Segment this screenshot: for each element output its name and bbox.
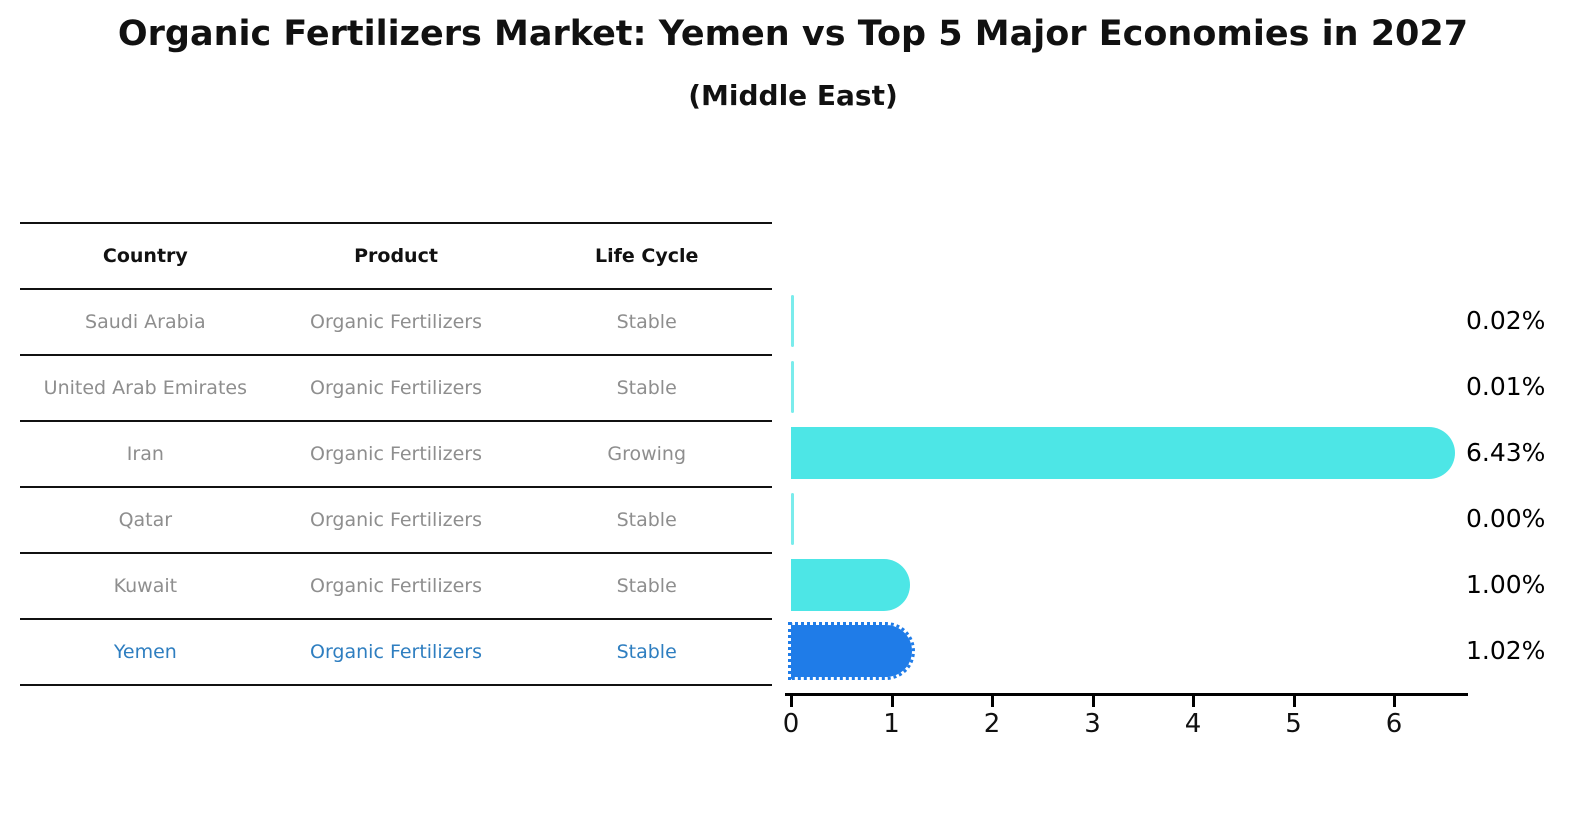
table-body: Saudi Arabia Organic Fertilizers Stable Uni… — [20, 290, 772, 686]
bar-qatar — [791, 493, 794, 545]
value-label-united-arab-emirates: 0.01% — [1466, 372, 1546, 401]
cell-country-yemen: Yemen — [113, 641, 177, 663]
cell-product-qatar: Organic Fertilizers — [310, 509, 482, 531]
table-row-qatar: Qatar Organic Fertilizers Stable — [20, 488, 772, 554]
cell-life-cycle-qatar: Stable — [616, 509, 677, 531]
cell-product-saudi-arabia: Organic Fertilizers — [310, 311, 482, 333]
x-tick-2 — [991, 696, 994, 707]
value-label-qatar: 0.00% — [1466, 504, 1546, 533]
chart-subtitle: (Middle East) — [688, 79, 898, 112]
x-tick-label-0: 0 — [782, 709, 800, 739]
table-row-united-arab-emirates: United Arab Emirates Organic Fertilizers S… — [20, 356, 772, 422]
cell-country-saudi-arabia: Saudi Arabia — [85, 311, 206, 333]
x-tick-5 — [1292, 696, 1296, 707]
cell-country-qatar: Qatar — [118, 509, 173, 531]
x-tick-6 — [1393, 696, 1396, 707]
table-row-kuwait: Kuwait Organic Fertilizers Stable — [20, 554, 772, 620]
table-row-yemen: Yemen Organic Fertilizers Stable — [20, 620, 772, 686]
x-tick-label-6: 6 — [1385, 709, 1403, 739]
value-label-saudi-arabia: 0.02% — [1466, 306, 1546, 335]
x-tick-label-5: 5 — [1285, 709, 1302, 739]
cell-life-cycle-united-arab-emirates: Stable — [616, 377, 677, 399]
cell-life-cycle-yemen: Stable — [616, 641, 677, 663]
column-header-country: Country — [102, 245, 188, 267]
x-tick-label-4: 4 — [1184, 709, 1202, 739]
cell-life-cycle-iran: Growing — [607, 443, 687, 465]
bar-iran — [791, 427, 1456, 479]
bar-kuwait — [791, 559, 910, 611]
column-header-life-cycle: Life Cycle — [594, 245, 699, 267]
bar-saudi-arabia — [791, 295, 794, 347]
column-header-product: Product — [354, 245, 438, 267]
cell-country-iran: Iran — [126, 443, 164, 465]
cell-life-cycle-kuwait: Stable — [616, 575, 677, 597]
cell-country-united-arab-emirates: United Arab Emirates — [43, 377, 247, 399]
x-tick-label-3: 3 — [1084, 709, 1101, 739]
cell-life-cycle-saudi-arabia: Stable — [616, 311, 677, 333]
table-row-iran: Iran Organic Fertilizers Growing — [20, 422, 772, 488]
cell-product-yemen: Organic Fertilizers — [310, 641, 482, 663]
x-tick-3 — [1091, 696, 1095, 707]
chart-title: Organic Fertilizers Market: Yemen vs Top… — [117, 14, 1469, 54]
cell-product-kuwait: Organic Fertilizers — [310, 575, 482, 597]
country-table: Country Product Life Cycle Saudi Arabia O… — [20, 222, 772, 686]
bar-yemen — [788, 622, 915, 680]
cell-product-iran: Organic Fertilizers — [310, 443, 482, 465]
x-tick-1 — [890, 696, 894, 707]
x-tick-0 — [790, 696, 793, 707]
bar-united-arab-emirates — [791, 361, 794, 413]
cell-country-kuwait: Kuwait — [113, 575, 178, 597]
value-label-iran: 6.43% — [1466, 438, 1546, 467]
cell-product-united-arab-emirates: Organic Fertilizers — [310, 377, 482, 399]
x-tick-label-1: 1 — [883, 709, 900, 739]
value-label-kuwait: 1.00% — [1466, 570, 1546, 599]
table-row-saudi-arabia: Saudi Arabia Organic Fertilizers Stable — [20, 290, 772, 356]
x-axis-line — [785, 693, 1468, 696]
x-tick-label-2: 2 — [983, 709, 1001, 739]
x-tick-4 — [1192, 696, 1195, 707]
value-label-yemen: 1.02% — [1466, 636, 1546, 665]
table-header-row: Country Product Life Cycle — [20, 222, 772, 290]
